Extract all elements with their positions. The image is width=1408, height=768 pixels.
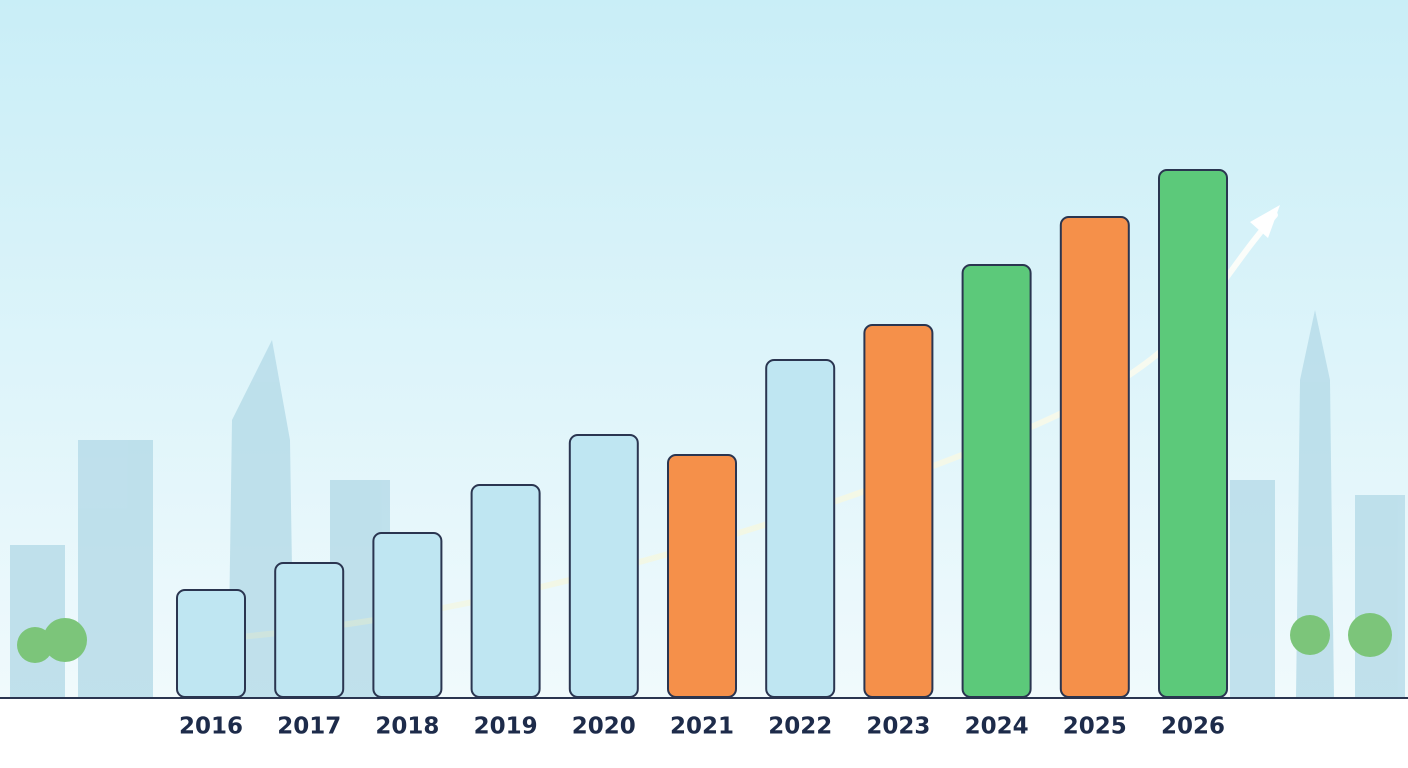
bar — [1059, 216, 1130, 698]
trees — [17, 613, 1392, 663]
bar — [863, 324, 934, 698]
bar — [176, 589, 246, 698]
x-tick-label: 2022 — [768, 714, 832, 740]
x-tick-label: 2020 — [572, 714, 636, 740]
x-tick-label: 2024 — [965, 714, 1029, 740]
x-tick-label: 2025 — [1063, 714, 1127, 740]
x-tick-label: 2021 — [670, 714, 734, 740]
bar — [274, 562, 345, 698]
bar — [568, 434, 639, 698]
year-labels: 2016 2017 2018 2019 2020 2021 2022 2023 2024 2025… — [179, 714, 1225, 740]
x-tick-label: 2017 — [277, 714, 341, 740]
x-tick-label: 2016 — [179, 714, 243, 740]
bar — [470, 484, 541, 698]
bar — [961, 264, 1032, 698]
skyline — [10, 310, 1405, 697]
footer — [0, 699, 1408, 768]
bars — [176, 169, 1228, 698]
x-tick-label: 2026 — [1161, 714, 1225, 740]
x-tick-label: 2019 — [474, 714, 538, 740]
bar — [372, 532, 443, 698]
x-tick-label: 2018 — [375, 714, 439, 740]
bar — [765, 359, 836, 698]
arrow-head — [1250, 205, 1280, 238]
bar — [667, 454, 737, 698]
x-tick-label: 2023 — [866, 714, 930, 740]
bar — [1158, 169, 1228, 698]
